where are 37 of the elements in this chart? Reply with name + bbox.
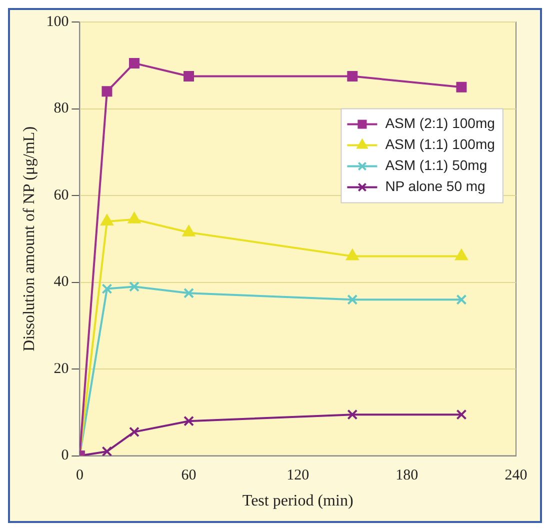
x-tick-label: 120: [286, 468, 310, 484]
legend-label: ASM (1:1) 50mg: [385, 157, 488, 174]
point: [128, 426, 140, 438]
point: [102, 446, 112, 456]
x-tick-label: 240: [504, 468, 528, 484]
point: [128, 281, 140, 292]
point: [100, 214, 114, 226]
x-tick-label: 0: [76, 468, 84, 484]
point: [182, 225, 195, 236]
point: [456, 82, 467, 92]
point: [456, 294, 467, 305]
y-tick-label: 40: [54, 274, 69, 290]
point: [102, 86, 112, 97]
point: [184, 288, 194, 298]
point: [456, 409, 467, 420]
x-tick-label: 60: [181, 468, 196, 484]
y-tick-label: 20: [54, 360, 69, 377]
point: [184, 70, 194, 82]
y-tick-label: 100: [46, 14, 69, 30]
point: [184, 416, 194, 426]
y-axis-title: Dissolution amount of NP (μg/mL): [20, 126, 38, 352]
legend-label: ASM (2:1) 100mg: [385, 115, 495, 132]
legend-label: NP alone 50 mg: [385, 178, 486, 194]
point: [102, 284, 112, 294]
point: [347, 70, 358, 82]
point: [455, 249, 468, 260]
point: [347, 409, 358, 420]
point: [128, 58, 140, 68]
point: [347, 294, 358, 305]
legend-label: ASM (1:1) 100mg: [385, 136, 495, 152]
point: [346, 249, 359, 260]
x-tick-label: 180: [396, 468, 418, 484]
x-axis-title: Test period (min): [242, 492, 354, 510]
y-tick-label: 80: [54, 100, 69, 117]
point: [128, 212, 140, 224]
y-tick-label: 60: [54, 187, 69, 204]
y-tick-label: 0: [61, 448, 69, 464]
